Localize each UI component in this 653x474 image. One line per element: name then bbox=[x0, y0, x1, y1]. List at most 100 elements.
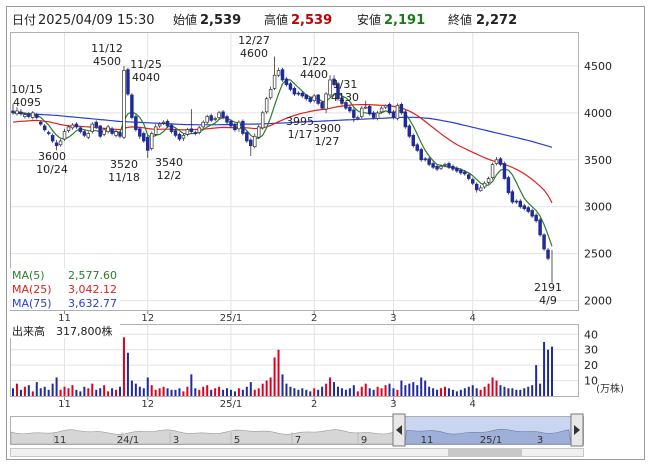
price-tick-label: 2000 bbox=[584, 295, 612, 308]
volume-bar bbox=[119, 386, 122, 396]
annotation-label: 3900 bbox=[313, 122, 341, 135]
candle-body bbox=[264, 98, 269, 113]
navigator-left-handle[interactable] bbox=[392, 413, 406, 447]
candle-body bbox=[344, 102, 348, 109]
volume-bar bbox=[285, 383, 288, 396]
volume-bar bbox=[471, 385, 474, 396]
candle-body bbox=[447, 163, 451, 168]
candle-body bbox=[106, 126, 110, 132]
annotation-label: 3520 bbox=[110, 158, 138, 171]
candle-body bbox=[324, 93, 328, 110]
horizontal-scrollbar[interactable] bbox=[10, 448, 584, 457]
candle-body bbox=[256, 126, 261, 138]
candle-body bbox=[74, 123, 79, 128]
volume-bar bbox=[475, 388, 478, 396]
volume-bar bbox=[535, 365, 538, 396]
candle-body bbox=[177, 134, 182, 140]
volume-bar bbox=[186, 386, 189, 396]
candle-body bbox=[360, 107, 364, 117]
candle-body bbox=[538, 219, 542, 236]
open-value: 2,539 bbox=[200, 13, 241, 28]
volume-bar bbox=[99, 388, 102, 396]
volume-bar bbox=[348, 388, 351, 396]
month-label: 3 bbox=[390, 399, 396, 410]
candle-body bbox=[225, 116, 229, 123]
candle-body bbox=[304, 94, 309, 100]
candle-body bbox=[328, 79, 332, 96]
volume-bar bbox=[388, 383, 391, 396]
candle-body bbox=[153, 126, 158, 135]
volume-bar bbox=[297, 389, 300, 396]
volume-bar bbox=[289, 386, 292, 396]
navigator-right-handle[interactable] bbox=[570, 413, 584, 447]
candle-body bbox=[467, 174, 471, 179]
volume-bar bbox=[432, 388, 435, 396]
candle-body bbox=[439, 165, 443, 169]
volume-bar bbox=[23, 386, 26, 396]
month-label: 11 bbox=[58, 313, 71, 324]
annotation-label: 12/27 bbox=[238, 34, 270, 47]
volume-title-value: 317,800株 bbox=[56, 324, 113, 338]
ma25-value: 3,042.12 bbox=[68, 283, 117, 296]
volume-bar bbox=[12, 388, 14, 396]
volume-bar bbox=[178, 388, 181, 396]
candle-body bbox=[185, 129, 190, 135]
candle-body bbox=[90, 123, 95, 132]
scrollbar-thumb[interactable] bbox=[448, 449, 522, 456]
volume-bar bbox=[467, 386, 470, 396]
candle-body bbox=[427, 158, 431, 165]
volume-bar bbox=[352, 385, 355, 396]
candle-body bbox=[435, 165, 439, 170]
volume-bar bbox=[416, 385, 419, 396]
volume-bar bbox=[531, 385, 534, 396]
price-panel bbox=[10, 32, 579, 311]
volume-bar bbox=[364, 383, 367, 396]
volume-bar bbox=[91, 383, 94, 396]
annotation-label: 1/27 bbox=[315, 135, 340, 148]
candle-body bbox=[443, 164, 447, 166]
month-label: 11 bbox=[58, 399, 71, 410]
candle-body bbox=[371, 112, 376, 118]
candle-body bbox=[391, 111, 396, 118]
candle-body bbox=[241, 120, 245, 134]
volume-bar bbox=[479, 389, 482, 396]
overview-navigator[interactable]: 11 24/1 3 5 7 9 11 25/1 3 bbox=[10, 413, 584, 447]
volume-bar bbox=[107, 391, 110, 396]
candle-body bbox=[296, 92, 301, 95]
date-label: 日付 bbox=[12, 13, 36, 27]
left-arrow-icon bbox=[396, 425, 402, 435]
candle-body bbox=[419, 149, 423, 161]
annotation-label: 4130 bbox=[331, 91, 359, 104]
annotation-label: 10/15 bbox=[11, 83, 43, 96]
volume-bar bbox=[47, 389, 50, 396]
volume-axis: 10 20 30 40 bbox=[584, 328, 598, 387]
volume-bar bbox=[15, 383, 18, 396]
volume-tick-label: 40 bbox=[584, 328, 598, 341]
candle-body bbox=[490, 164, 495, 178]
candle-body bbox=[395, 104, 400, 119]
candle-body bbox=[482, 182, 487, 188]
candle-body bbox=[260, 112, 265, 129]
candle-body bbox=[197, 127, 202, 133]
scrollbar-track[interactable] bbox=[10, 448, 584, 457]
candle-body bbox=[19, 111, 23, 115]
candle-body bbox=[217, 112, 221, 118]
navigator-labels: 11 24/1 3 5 7 9 11 25/1 3 bbox=[54, 432, 543, 446]
volume-bar bbox=[340, 388, 343, 396]
candle-body bbox=[27, 113, 31, 117]
volume-bar bbox=[27, 385, 30, 396]
volume-bar bbox=[218, 386, 221, 396]
price-tick-label: 3500 bbox=[584, 154, 612, 167]
annotation-label: 1/31 bbox=[333, 78, 358, 91]
volume-title-label: 出来高 bbox=[12, 324, 45, 338]
month-label: 4 bbox=[470, 313, 476, 324]
volume-bar bbox=[233, 391, 236, 396]
volume-title: 出来高 317,800株 bbox=[10, 324, 120, 338]
candle-body bbox=[181, 134, 186, 139]
volume-bar bbox=[130, 380, 133, 396]
candle-body bbox=[62, 131, 67, 140]
candle-body bbox=[272, 74, 277, 89]
navigator-label: 3 bbox=[537, 435, 543, 446]
candle-body bbox=[367, 105, 372, 115]
